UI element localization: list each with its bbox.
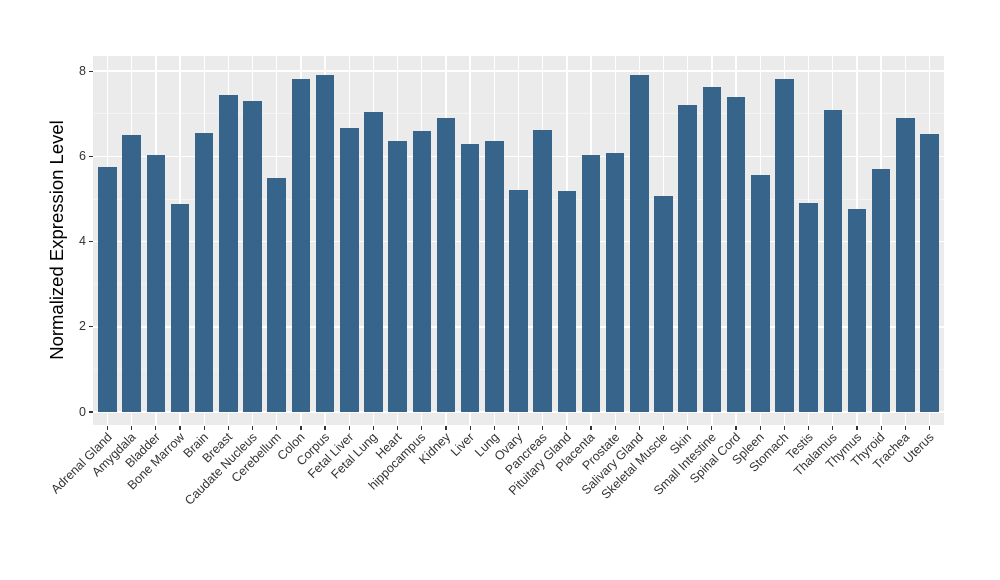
bar	[146, 155, 166, 412]
bar	[315, 74, 335, 412]
bar	[509, 189, 528, 412]
x-axis-tick-mark	[493, 425, 495, 430]
bar	[896, 118, 915, 412]
x-axis-tick-mark	[106, 425, 109, 430]
bar	[581, 154, 601, 412]
y-axis-tick-label: 2	[79, 319, 86, 334]
plot-panel	[93, 56, 944, 425]
bar	[98, 167, 117, 412]
y-axis-tick-label: 0	[79, 404, 86, 419]
x-axis-tick-mark	[759, 425, 761, 430]
x-axis-tick-mark	[517, 425, 520, 430]
bar	[460, 144, 480, 412]
bar	[291, 79, 311, 412]
x-axis-tick-mark	[614, 425, 616, 430]
x-axis-tick-mark	[348, 425, 350, 430]
bar	[194, 132, 214, 412]
bar	[388, 141, 407, 412]
y-axis-tick-mark	[88, 241, 93, 243]
y-axis-tick-mark	[88, 326, 93, 328]
bar	[122, 134, 141, 412]
x-axis-tick-mark	[179, 425, 181, 430]
bar	[654, 196, 673, 412]
bar	[799, 202, 818, 412]
bar	[533, 130, 552, 412]
y-axis-tick-mark	[88, 70, 93, 72]
x-axis-tick-mark	[421, 425, 423, 430]
bar	[170, 203, 190, 412]
x-axis-tick-mark	[397, 425, 399, 430]
bar	[364, 111, 383, 412]
x-axis-tick-mark	[783, 425, 786, 430]
x-axis-tick-mark	[638, 425, 640, 430]
y-axis-tick-mark	[88, 155, 93, 157]
bar	[630, 75, 649, 412]
y-axis-tick-label: 6	[79, 148, 86, 163]
x-axis-tick-label: Liver	[447, 430, 478, 460]
bar	[871, 169, 891, 412]
x-axis-tick-mark	[566, 425, 568, 430]
bar	[412, 131, 432, 412]
bar	[267, 177, 286, 412]
x-axis-tick-mark	[542, 425, 544, 430]
x-axis-tick-mark	[372, 425, 375, 430]
x-axis-tick-mark	[856, 425, 858, 430]
x-axis-tick-mark	[880, 425, 882, 430]
bar	[726, 97, 746, 412]
x-axis-tick-mark	[469, 425, 471, 430]
bar	[775, 78, 794, 412]
x-axis-tick-mark	[928, 425, 931, 430]
bar	[219, 95, 238, 412]
bar	[605, 152, 625, 412]
x-axis-tick-mark	[300, 425, 302, 430]
x-axis-tick-mark	[155, 425, 157, 430]
bar	[436, 118, 456, 412]
bar	[678, 105, 697, 412]
x-axis-tick-mark	[445, 425, 447, 430]
x-axis-tick-mark	[832, 425, 834, 430]
bar	[557, 191, 577, 412]
y-axis-tick-label: 8	[79, 63, 86, 78]
x-axis-tick-mark	[251, 425, 254, 430]
bar	[702, 86, 722, 412]
x-axis-tick-mark	[904, 425, 906, 430]
x-axis-tick-mark	[808, 425, 810, 430]
bar	[485, 141, 504, 412]
x-axis-tick-mark	[324, 425, 326, 430]
y-axis-tick-mark	[88, 411, 93, 413]
x-axis-tick-mark	[131, 425, 133, 430]
y-axis-tick-label: 4	[79, 234, 86, 249]
x-axis-tick-mark	[276, 425, 278, 430]
bar	[340, 127, 359, 412]
bar	[847, 208, 867, 412]
bar	[751, 174, 770, 412]
x-axis-tick-mark	[711, 425, 713, 430]
x-axis-tick-mark	[227, 425, 229, 430]
x-axis-tick-mark	[687, 425, 689, 430]
bar	[920, 134, 939, 412]
x-axis-tick-mark	[662, 425, 665, 430]
x-axis-tick-mark	[735, 425, 737, 430]
bar	[243, 101, 262, 412]
x-axis-tick-mark	[590, 425, 592, 430]
bar	[823, 110, 843, 412]
x-axis-tick-mark	[203, 425, 205, 430]
